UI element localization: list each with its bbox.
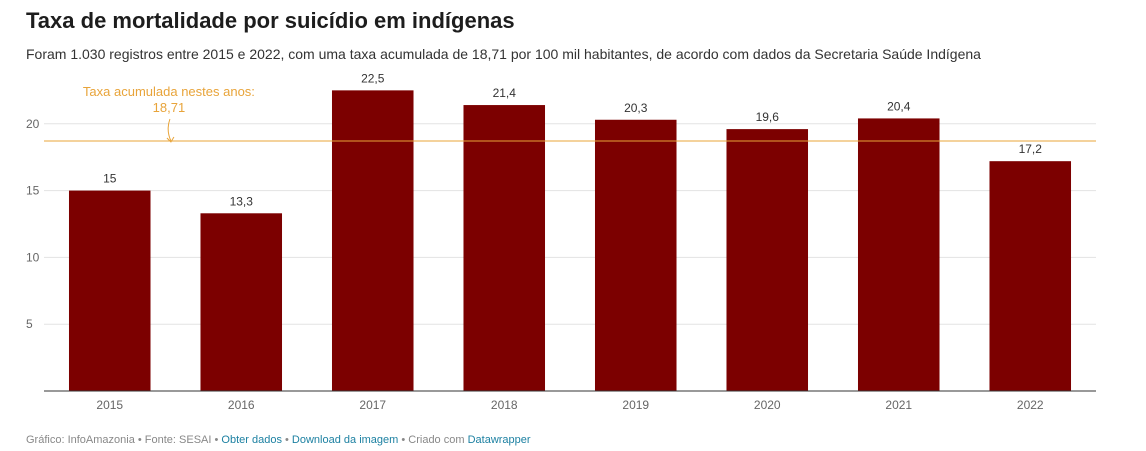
datawrapper-link[interactable]: Datawrapper: [467, 434, 531, 446]
bar: [331, 90, 414, 392]
download-image-link[interactable]: Download da imagem: [291, 434, 399, 446]
x-tick-label: 2020: [754, 398, 781, 412]
data-label: 21,4: [493, 86, 517, 100]
data-label: 19,6: [756, 110, 780, 124]
data-label: 20,3: [624, 101, 648, 115]
bar-chart: 510152015201513,3201622,5201721,4201820,…: [26, 71, 1096, 412]
y-tick-label: 10: [26, 250, 40, 264]
x-tick-label: 2018: [491, 398, 518, 412]
bar: [857, 118, 940, 392]
data-label: 13,3: [230, 194, 254, 208]
annotation-arrow-head: [166, 136, 175, 143]
reference-annotation-label: Taxa acumulada nestes anos:: [83, 84, 255, 99]
data-label: 22,5: [361, 71, 385, 85]
chart-title: Taxa de mortalidade por suicídio em indí…: [26, 8, 515, 33]
x-tick-label: 2022: [1017, 398, 1044, 412]
bar: [726, 129, 809, 391]
y-tick-label: 15: [26, 184, 40, 198]
data-label: 20,4: [887, 99, 911, 113]
chart-subtitle: Foram 1.030 registros entre 2015 e 2022,…: [26, 46, 981, 62]
data-label: 15: [103, 172, 117, 186]
x-tick-label: 2021: [885, 398, 912, 412]
y-tick-label: 20: [26, 117, 40, 131]
annotation-arrow: [167, 118, 172, 142]
footer-created-with: • Criado com: [398, 434, 468, 446]
x-tick-label: 2017: [359, 398, 386, 412]
bar: [200, 213, 283, 391]
x-tick-label: 2019: [622, 398, 649, 412]
bar: [463, 105, 546, 392]
footer-separator: •: [281, 434, 292, 446]
reference-annotation-value: 18,71: [153, 100, 186, 115]
x-tick-label: 2016: [228, 398, 255, 412]
footer-credits: Gráfico: InfoAmazonia • Fonte: SESAI •: [26, 434, 222, 446]
get-data-link[interactable]: Obter dados: [221, 434, 282, 446]
y-tick-label: 5: [26, 317, 33, 331]
bar: [594, 119, 677, 391]
data-label: 17,2: [1019, 142, 1043, 156]
chart-footer: Gráfico: InfoAmazonia • Fonte: SESAI • O…: [26, 434, 531, 446]
bar: [989, 161, 1072, 391]
x-tick-label: 2015: [96, 398, 123, 412]
bar: [68, 190, 151, 391]
